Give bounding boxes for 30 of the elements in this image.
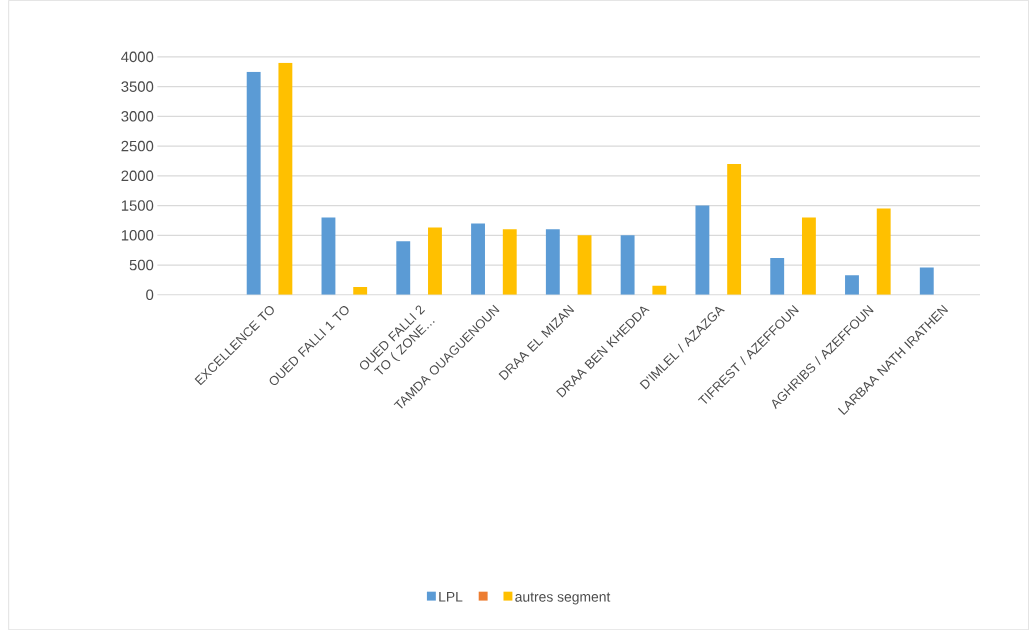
bar	[353, 286, 368, 295]
bar	[278, 62, 293, 295]
bar	[770, 257, 785, 295]
bar	[545, 229, 560, 295]
bar	[876, 208, 891, 295]
y-tick-label: 0	[146, 289, 154, 300]
y-tick-label: 3500	[121, 81, 154, 92]
y-tick-label: 500	[129, 259, 154, 271]
y-tick-label: 2500	[121, 140, 154, 152]
bar	[620, 235, 635, 295]
legend-label: autres segment	[515, 592, 611, 605]
bar	[246, 71, 261, 295]
bar	[502, 229, 517, 295]
y-tick-label: 2000	[121, 170, 154, 181]
bar	[727, 163, 742, 295]
bar	[471, 223, 485, 295]
bar	[919, 267, 934, 295]
bar	[695, 205, 710, 295]
bar	[845, 275, 859, 295]
y-tick-label: 1000	[121, 229, 154, 241]
y-tick-label: 4000	[121, 51, 154, 63]
bar	[396, 241, 411, 295]
bar	[577, 235, 592, 295]
legend-label: LPL	[439, 591, 463, 602]
bar	[321, 217, 336, 295]
bar	[428, 227, 442, 295]
bar	[652, 285, 667, 295]
bar	[801, 217, 816, 295]
y-tick-label: 1500	[121, 200, 154, 211]
y-tick-label: 3000	[121, 111, 154, 122]
